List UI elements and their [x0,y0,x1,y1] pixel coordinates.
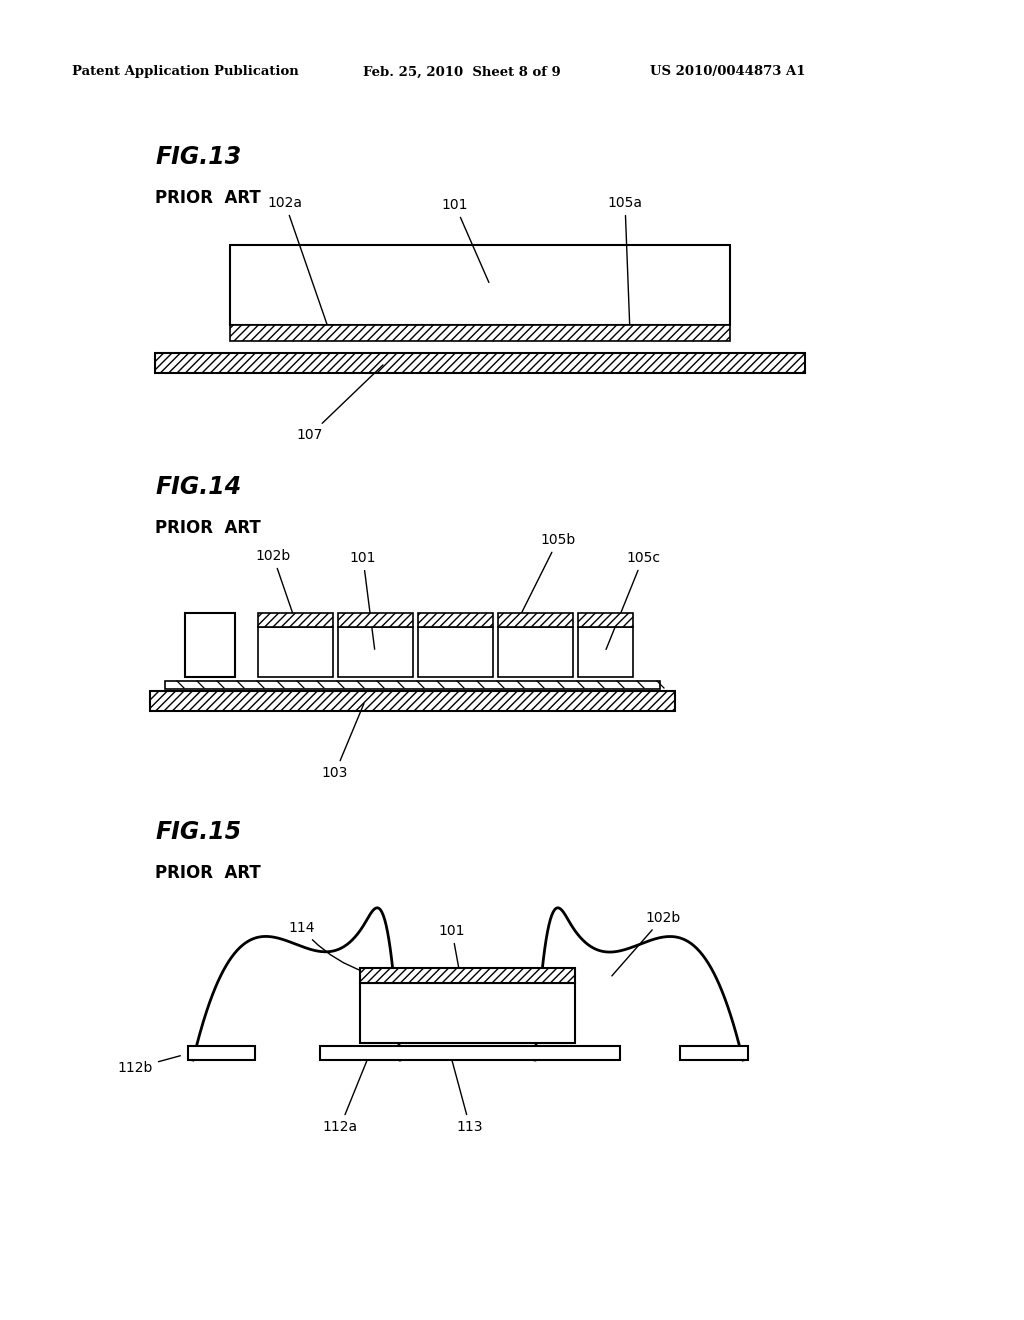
Bar [338,627,413,677]
Text: FIG.15: FIG.15 [155,820,242,843]
Text: 102a: 102a [267,195,329,330]
Bar [230,246,730,325]
Text: 105c: 105c [606,550,660,649]
Bar [418,612,493,627]
Bar [230,325,730,341]
Text: 103: 103 [322,704,364,780]
Text: PRIOR  ART: PRIOR ART [155,189,261,207]
Bar [338,612,413,627]
Text: 102b: 102b [255,549,294,618]
Text: Feb. 25, 2010  Sheet 8 of 9: Feb. 25, 2010 Sheet 8 of 9 [362,66,561,78]
Bar [418,627,493,677]
Text: 112a: 112a [323,1056,369,1134]
Text: 105a: 105a [607,195,642,330]
Text: PRIOR  ART: PRIOR ART [155,519,261,537]
Bar [150,690,675,711]
Text: 101: 101 [441,198,488,282]
Text: 113: 113 [451,1056,483,1134]
Bar [360,983,575,1043]
Bar [498,612,573,627]
Bar [578,627,633,677]
Bar [680,1045,748,1060]
Bar [258,612,333,627]
Text: 114: 114 [289,921,366,972]
Bar [188,1045,255,1060]
Bar [319,1045,620,1060]
Bar [185,612,234,677]
Bar [165,681,660,689]
Bar [258,627,333,677]
Text: 102b: 102b [611,911,680,975]
Bar [578,612,633,627]
Text: 105b: 105b [519,533,575,618]
Text: FIG.14: FIG.14 [155,475,242,499]
Bar [155,352,805,374]
Text: PRIOR  ART: PRIOR ART [155,865,261,882]
Bar [498,627,573,677]
Text: 101: 101 [350,550,376,649]
Text: FIG.13: FIG.13 [155,145,242,169]
Text: Patent Application Publication: Patent Application Publication [72,66,299,78]
Bar [360,968,575,983]
Text: 101: 101 [438,924,467,1010]
Text: 112b: 112b [118,1056,180,1074]
Text: US 2010/0044873 A1: US 2010/0044873 A1 [650,66,806,78]
Text: 107: 107 [297,364,383,442]
